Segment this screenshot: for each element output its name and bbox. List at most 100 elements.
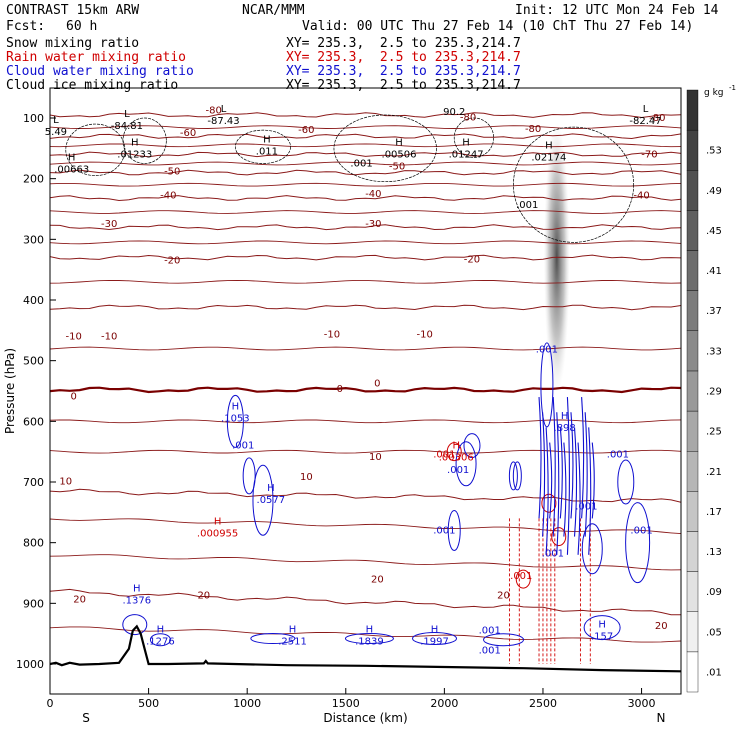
isotherm-minor bbox=[50, 125, 681, 129]
colorbar-unit: g kg bbox=[704, 88, 724, 98]
isotherm-20 bbox=[50, 588, 681, 616]
x-tick-label: 1500 bbox=[332, 697, 360, 710]
isotherm-label: -30 bbox=[101, 219, 117, 230]
cloud-water-marker: H bbox=[431, 625, 439, 636]
colorbar-label: .45 bbox=[706, 226, 722, 237]
colorbar-segment bbox=[686, 491, 699, 532]
colorbar-label: .37 bbox=[706, 306, 722, 317]
rain-contour bbox=[515, 569, 531, 589]
cloud-water-contour bbox=[250, 633, 296, 645]
colorbar-segment bbox=[686, 531, 699, 572]
snow-ice-value: .01233 bbox=[117, 149, 152, 160]
colorbar-segment bbox=[686, 370, 699, 412]
cloud-core-contour bbox=[581, 397, 585, 519]
isotherm-minor bbox=[50, 182, 681, 187]
rain-label: .001 bbox=[510, 571, 532, 582]
cloud-water-marker: H bbox=[133, 583, 141, 594]
x-tick-label: 2000 bbox=[430, 697, 458, 710]
cloud-water-label: .001 bbox=[542, 549, 564, 560]
fcst-label: Fcst: bbox=[6, 19, 46, 34]
colorbar-label: .29 bbox=[706, 387, 722, 398]
field-cloudwater-xy: XY= 235.3, 2.5 to 235.3,214.7 bbox=[286, 64, 521, 79]
isotherm-label: -30 bbox=[365, 219, 381, 230]
field-snow-xy: XY= 235.3, 2.5 to 235.3,214.7 bbox=[286, 36, 521, 51]
rain-value: .00306 bbox=[439, 453, 474, 464]
field-cloudice-xy: XY= 235.3, 2.5 to 235.3,214.7 bbox=[286, 78, 521, 93]
plot-frame bbox=[49, 87, 682, 695]
colorbar-segment bbox=[686, 410, 699, 452]
isotherm-label: 0 bbox=[374, 379, 380, 390]
y-tick-label: 300 bbox=[23, 233, 44, 246]
cloud-water-label: .001 bbox=[630, 526, 652, 537]
isotherm-label: -40 bbox=[633, 191, 649, 202]
snow-ice-value: .02174 bbox=[531, 152, 566, 163]
snow-ice-label: 90.2 bbox=[443, 107, 465, 118]
isotherm-minor bbox=[50, 161, 681, 166]
snow-ice-marker: H bbox=[263, 134, 271, 145]
y-tick-label: 400 bbox=[23, 294, 44, 307]
cloud-water-contour bbox=[149, 633, 171, 647]
cloud-water-contour bbox=[412, 632, 458, 646]
snow-ice-value: -84.81 bbox=[111, 121, 143, 132]
rain-value: .000955 bbox=[197, 529, 238, 540]
colorbar-label: .33 bbox=[706, 346, 722, 357]
cloud-water-marker: H bbox=[289, 625, 297, 636]
isotherm-label: -50 bbox=[389, 162, 405, 173]
x-tick-label: 3000 bbox=[628, 697, 656, 710]
snow-ice-contours bbox=[65, 114, 635, 243]
temperature-contours bbox=[50, 112, 681, 643]
isotherm-label: 20 bbox=[655, 621, 668, 632]
cloud-core-contour bbox=[566, 397, 570, 555]
colorbar-label: .25 bbox=[706, 427, 722, 438]
x-tick-label: 0 bbox=[47, 697, 54, 710]
snow-ice-value: .00663 bbox=[54, 165, 89, 176]
isotherm-label: -60 bbox=[298, 125, 314, 136]
colorbar-segment bbox=[686, 330, 699, 372]
cloud-water-marker: H bbox=[267, 483, 275, 494]
isotherm-label: -40 bbox=[365, 189, 381, 200]
cloud-water-value: .898 bbox=[554, 423, 576, 434]
cloud-water-contour bbox=[252, 464, 274, 536]
colorbar-segment bbox=[686, 210, 699, 251]
isotherm--10 bbox=[50, 304, 681, 311]
cloud-water-label: .001 bbox=[575, 501, 597, 512]
snow-contour bbox=[235, 129, 291, 164]
cloud-core-contour bbox=[573, 427, 578, 537]
isotherm-label: -10 bbox=[416, 330, 432, 341]
fcst-value: 60 h bbox=[66, 19, 98, 34]
isotherm-minor bbox=[50, 346, 681, 351]
isotherm-minor bbox=[50, 419, 681, 424]
cloud-water-contour bbox=[463, 433, 481, 459]
plot-title: CONTRAST 15km ARW bbox=[6, 3, 140, 18]
cloud-water-contour bbox=[583, 615, 621, 641]
isotherm-label: -80 bbox=[525, 124, 541, 135]
cloud-core-contour bbox=[545, 427, 549, 555]
cloud-water-marker: H bbox=[598, 620, 606, 631]
colorbar-label: .05 bbox=[706, 627, 722, 638]
cloud-water-contours bbox=[122, 342, 651, 647]
isotherm-label: -80 bbox=[460, 112, 476, 123]
cloud-water-contour bbox=[242, 457, 256, 495]
cloud-water-value: .2511 bbox=[278, 637, 307, 648]
isotherm-label: -50 bbox=[164, 166, 180, 177]
snow-ice-marker: H bbox=[131, 137, 139, 148]
snow-ice-value: -87.43 bbox=[207, 116, 239, 127]
colorbar-segment bbox=[686, 451, 699, 492]
y-tick-label: 500 bbox=[23, 355, 44, 368]
cloud-water-contour bbox=[508, 461, 518, 491]
snow-ice-value: -82.47 bbox=[629, 116, 661, 127]
field-rain-name: Rain water mixing ratio bbox=[6, 50, 187, 65]
rain-marker: H bbox=[214, 517, 222, 528]
snow-contour bbox=[513, 126, 635, 243]
cloud-core-contour bbox=[584, 412, 588, 537]
snow-ice-label: .001 bbox=[516, 200, 538, 211]
cloud-water-contour bbox=[344, 633, 394, 645]
field-snow-name: Snow mixing ratio bbox=[6, 36, 140, 51]
cloud-water-value: .1276 bbox=[146, 637, 175, 648]
snow-ice-marker: H bbox=[395, 137, 403, 148]
rain-label: .001 bbox=[433, 450, 455, 461]
isotherm-label: -80 bbox=[205, 106, 221, 117]
y-tick-label: 900 bbox=[23, 597, 44, 610]
cloud-core-contour bbox=[588, 427, 592, 555]
